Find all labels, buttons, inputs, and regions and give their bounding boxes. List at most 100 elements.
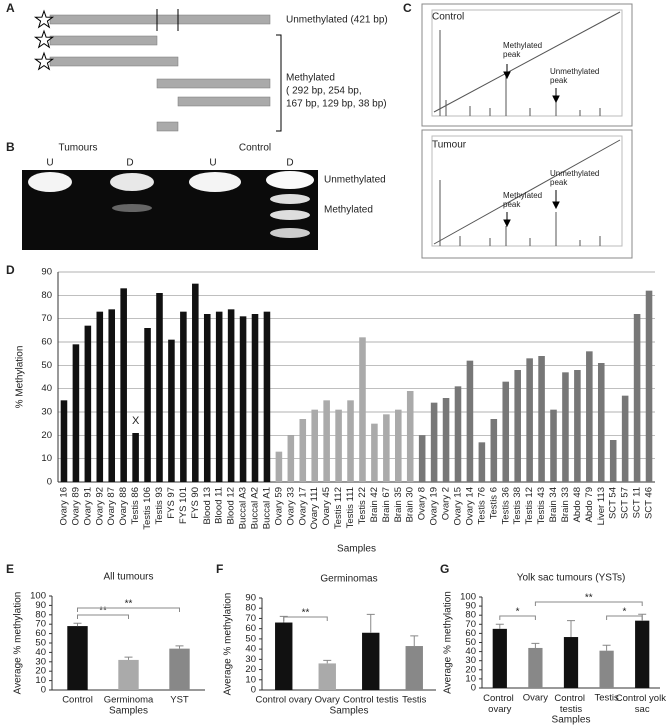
error-bar xyxy=(175,645,184,649)
bar xyxy=(528,647,543,688)
x-tick-label: Testis 93 xyxy=(154,487,165,525)
bar xyxy=(323,400,330,482)
x-axis-label: Samples xyxy=(109,706,148,717)
x-tick-label: Testis 12 xyxy=(524,487,535,525)
x-tick-label: Ovary 16 xyxy=(58,487,69,526)
y-tick-label: 0 xyxy=(47,477,52,488)
x-tick-label: Ovary 17 xyxy=(297,487,308,526)
label: Unmethylated peak xyxy=(550,169,602,187)
error-bar xyxy=(410,635,419,647)
y-tick-label: 50 xyxy=(245,633,256,644)
label: Methylated peak xyxy=(503,191,544,209)
y-tick-label: 100 xyxy=(30,591,46,602)
x-tick-label: Brain 67 xyxy=(381,487,392,522)
chart-title: Germinomas xyxy=(320,574,377,585)
x-tick-label: Brain 30 xyxy=(405,487,416,522)
x-tick-label: Control yolk sac xyxy=(616,693,666,715)
y-tick-label: 70 xyxy=(41,313,52,324)
x-tick-label: Ovary 19 xyxy=(429,487,440,526)
x-tick-label: Testis 111 xyxy=(345,487,356,528)
panel-label: C xyxy=(403,1,412,15)
x-tick-label: SCT 54 xyxy=(608,487,619,519)
x-tick-label: Testis xyxy=(402,695,427,706)
lane-label: U xyxy=(209,158,216,169)
y-tick-label: 80 xyxy=(465,610,476,621)
bar xyxy=(621,395,629,482)
y-tick-label: 60 xyxy=(245,623,256,634)
bar xyxy=(60,400,68,482)
x-tick-label: YST xyxy=(170,695,189,706)
x-tick-label: FYS 101 xyxy=(178,487,189,524)
x-tick-label: Ovary 91 xyxy=(82,487,93,526)
bar xyxy=(215,311,223,482)
lane-label: D xyxy=(286,158,293,169)
y-tick-label: 0 xyxy=(251,685,256,696)
y-tick-label: 0 xyxy=(41,685,46,696)
bar xyxy=(586,351,593,482)
bar xyxy=(609,440,617,482)
x-tick-label: Control testis xyxy=(343,695,399,706)
x-tick-label: Testis 86 xyxy=(130,487,141,525)
x-tick-label: Blood 13 xyxy=(202,487,213,525)
lane-label: D xyxy=(126,158,133,169)
x-tick-label: Ovary 111 xyxy=(309,487,320,529)
bar xyxy=(118,659,139,690)
x-tick-label: Ovary 2 xyxy=(441,487,452,520)
error-bar xyxy=(73,622,82,627)
x-tick-label: Ovary xyxy=(315,695,341,706)
error-bar xyxy=(323,659,332,664)
error-bar xyxy=(602,644,611,651)
bar xyxy=(144,328,151,482)
x-tick-label: Testis 112 xyxy=(333,487,344,529)
y-axis-label: Average % methylation xyxy=(13,592,24,695)
bar xyxy=(96,311,104,482)
x-tick-label: Control testis xyxy=(554,693,587,715)
y-tick-label: 0 xyxy=(471,683,476,694)
bar xyxy=(335,409,342,482)
bar xyxy=(263,311,271,482)
bar xyxy=(132,433,139,482)
label: Methylated peak xyxy=(503,41,544,59)
x-tick-label: Ovary 89 xyxy=(70,487,81,526)
y-tick-label: 60 xyxy=(41,337,52,348)
y-tick-label: 100 xyxy=(460,592,476,603)
bar xyxy=(362,632,380,690)
bar xyxy=(635,620,650,688)
bar xyxy=(347,400,354,482)
bar xyxy=(311,409,318,482)
y-tick-label: 10 xyxy=(465,673,476,684)
significance-label: ** xyxy=(99,606,107,617)
significance-bracket xyxy=(534,601,643,606)
bar xyxy=(359,337,366,482)
bar xyxy=(418,435,426,482)
x-axis-label: Samples xyxy=(552,715,591,726)
x-tick-label: Liver 113 xyxy=(596,487,607,525)
bar xyxy=(514,370,521,482)
x-tick-label: Brain 33 xyxy=(560,487,571,522)
construct-diagram xyxy=(34,9,282,132)
chart-title: Yolk sac tumours (YSTs) xyxy=(517,573,626,584)
bar xyxy=(538,356,545,482)
bar xyxy=(597,363,605,482)
error-bar xyxy=(567,620,575,638)
y-tick-label: 60 xyxy=(465,628,476,639)
bar xyxy=(180,311,187,482)
label: Tumours xyxy=(58,143,97,154)
bar xyxy=(383,414,390,482)
x-tick-label: Blood 12 xyxy=(226,487,237,525)
panel-label: A xyxy=(6,1,15,15)
x-tick-label: Control ovary xyxy=(256,695,313,706)
x-tick-label: Ovary 59 xyxy=(273,487,284,526)
error-bar xyxy=(495,623,504,629)
bar xyxy=(502,381,510,482)
y-tick-label: 60 xyxy=(35,628,46,639)
label: ( 292 bp, 254 bp, xyxy=(286,86,362,97)
significance-label: ** xyxy=(585,593,593,604)
significance-bracket xyxy=(77,614,129,619)
bar xyxy=(492,628,507,688)
x-tick-label: Ovary xyxy=(523,693,549,704)
bar xyxy=(563,637,579,688)
y-tick-label: 80 xyxy=(41,290,52,301)
x-tick-label: Germinoma xyxy=(104,695,154,706)
bar xyxy=(168,339,175,482)
